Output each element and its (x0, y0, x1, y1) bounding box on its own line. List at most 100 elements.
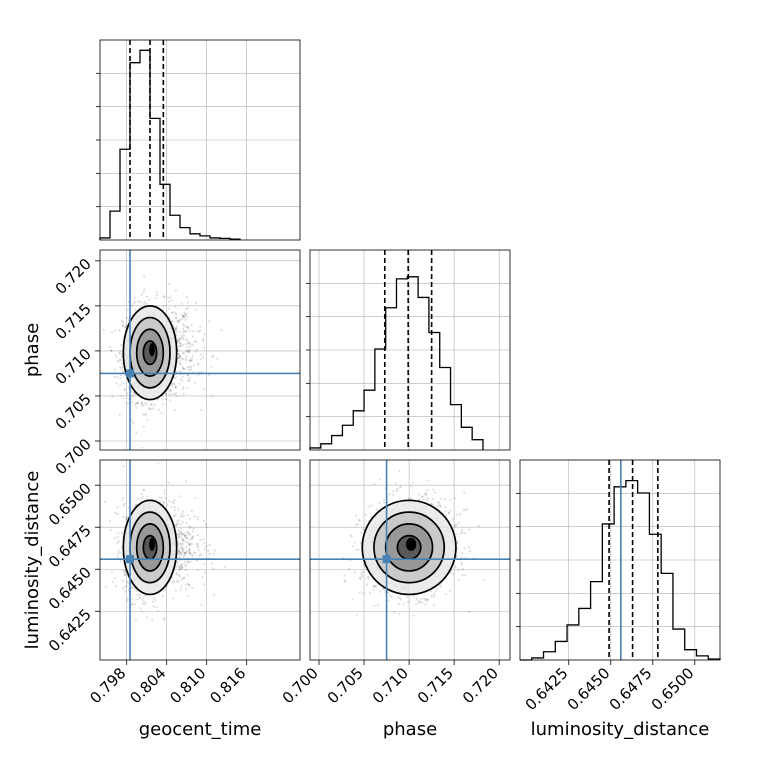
scatter-point (179, 344, 182, 347)
scatter-point (190, 510, 193, 513)
scatter-point (355, 614, 358, 617)
scatter-point (424, 598, 427, 602)
scatter-point (186, 373, 189, 376)
scatter-point (360, 531, 363, 535)
panel-border (99, 39, 301, 241)
scatter-point (181, 512, 184, 515)
scatter-point (180, 515, 184, 518)
scatter-point (196, 543, 199, 546)
scatter-point (407, 497, 411, 500)
scatter-point (359, 577, 362, 580)
scatter-point (179, 530, 183, 534)
scatter-point (199, 408, 203, 412)
scatter-point (184, 554, 187, 557)
scatter-point (171, 392, 174, 395)
scatter-point (178, 550, 181, 553)
scatter-point (182, 577, 185, 580)
scatter-point (130, 603, 134, 606)
scatter-point (186, 366, 189, 369)
scatter-point (122, 324, 125, 327)
scatter-point (175, 573, 178, 576)
scatter-point (190, 542, 193, 545)
scatter-point (391, 493, 394, 496)
scatter-point (182, 334, 185, 337)
scatter-point (372, 584, 375, 588)
scatter-point (182, 549, 185, 552)
scatter-point (350, 534, 353, 537)
scatter-point (202, 519, 206, 522)
scatter-point (186, 325, 189, 329)
scatter-point (191, 343, 194, 346)
scatter-point (123, 325, 126, 328)
scatter-point (180, 542, 183, 545)
scatter-point (178, 360, 182, 363)
scatter-point (171, 500, 174, 504)
scatter-point (198, 554, 201, 557)
scatter-point (368, 591, 371, 595)
scatter-point (477, 525, 480, 528)
scatter-point (178, 382, 181, 385)
scatter-point (116, 506, 119, 509)
scatter-point (140, 402, 143, 405)
scatter-point (170, 384, 173, 387)
scatter-point (176, 519, 179, 522)
scatter-point (193, 552, 197, 555)
scatter-point (196, 534, 199, 537)
scatter-point (135, 406, 138, 409)
scatter-point (199, 325, 202, 328)
scatter-point (468, 546, 471, 549)
scatter-point (174, 289, 177, 292)
scatter-point (185, 346, 188, 349)
scatter-point (197, 362, 200, 365)
scatter-point (169, 296, 172, 299)
scatter-point (188, 376, 191, 380)
scatter-point (177, 580, 180, 583)
scatter-point (192, 527, 195, 531)
scatter-point (160, 497, 163, 500)
scatter-point (144, 413, 147, 416)
scatter-point (350, 535, 354, 538)
scatter-point (181, 562, 184, 566)
scatter-point (136, 402, 139, 405)
scatter-point (180, 578, 183, 581)
scatter-point (181, 365, 184, 369)
scatter-point (179, 319, 182, 322)
scatter-point (116, 536, 120, 539)
scatter-point (454, 565, 457, 568)
scatter-point (396, 489, 399, 492)
scatter-point (188, 543, 191, 546)
scatter-point (178, 339, 181, 342)
histogram-steps (99, 49, 241, 240)
scatter-point (140, 401, 143, 404)
scatter-point (431, 503, 434, 506)
scatter-point (183, 314, 186, 317)
scatter-point (457, 569, 460, 572)
scatter-point (189, 542, 192, 545)
scatter-point (190, 323, 193, 326)
scatter-point (184, 313, 187, 316)
scatter-point (180, 567, 183, 571)
scatter-point (388, 492, 391, 496)
scatter-point (183, 534, 186, 538)
scatter-point (188, 365, 191, 368)
scatter-point (150, 408, 153, 411)
scatter-point (180, 545, 183, 548)
scatter-point (111, 580, 114, 584)
scatter-point (124, 590, 127, 593)
scatter-point (195, 308, 198, 311)
density-luminosity-distance-vs-geocent-time (99, 459, 301, 661)
scatter-point (362, 592, 365, 595)
scatter-point (176, 521, 180, 525)
scatter-point (117, 360, 120, 363)
scatter-point (185, 349, 188, 353)
scatter-point (178, 568, 181, 571)
scatter-point (135, 402, 138, 405)
scatter-point (387, 590, 390, 594)
scatter-point (184, 583, 187, 586)
scatter-point (178, 370, 181, 373)
contour-line (142, 340, 158, 366)
scatter-point (181, 375, 184, 378)
scatter-point (185, 552, 188, 555)
scatter-point (182, 539, 185, 543)
scatter-point (432, 488, 435, 491)
